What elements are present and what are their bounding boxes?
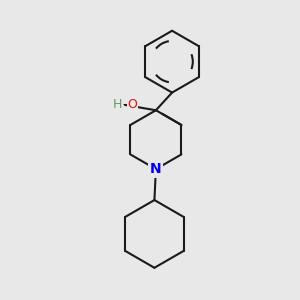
- Text: -: -: [123, 98, 127, 111]
- Text: N: N: [150, 162, 162, 176]
- Text: O: O: [127, 98, 137, 111]
- Text: H: H: [113, 98, 123, 111]
